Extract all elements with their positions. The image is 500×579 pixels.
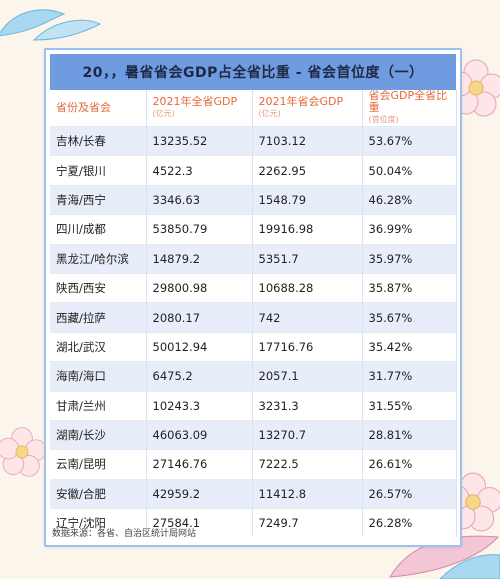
capital-share: 26.57% [362, 478, 457, 509]
capital-gdp: 7103.12 [252, 125, 363, 156]
province-gdp: 13235.52 [146, 125, 253, 156]
table-row: 青海/西宁 3346.63 1548.79 46.28% [50, 184, 457, 215]
capital-gdp: 13270.7 [252, 419, 363, 450]
province-name: 安徽/合肥 [50, 478, 147, 509]
header-province: 省份及省会 [50, 90, 147, 127]
table-row: 云南/昆明 27146.76 7222.5 26.61% [50, 449, 457, 480]
table-row: 陕西/西安 29800.98 10688.28 35.87% [50, 272, 457, 303]
capital-gdp: 19916.98 [252, 214, 363, 245]
capital-share: 35.67% [362, 302, 457, 333]
data-source-note: 数据来源：各省、自治区统计局网站 [52, 529, 197, 539]
capital-share: 26.28% [362, 508, 457, 538]
capital-share: 36.99% [362, 214, 457, 245]
table-row: 黑龙江/哈尔滨 14879.2 5351.7 35.97% [50, 243, 457, 274]
gdp-table-card: 20，，暑省省会GDP占全省比重 - 省会首位度（一） 省份及省会 2021年全… [44, 48, 462, 547]
table-row: 湖北/武汉 50012.94 17716.76 35.42% [50, 331, 457, 362]
province-name: 西藏/拉萨 [50, 302, 147, 333]
header-share: 省会GDP全省比重 (首位度) [362, 90, 457, 127]
flower-decoration-icon [0, 427, 47, 477]
capital-gdp: 7249.7 [252, 508, 363, 538]
province-gdp: 27584.1 [146, 508, 253, 538]
province-name: 甘肃/兰州 [50, 390, 147, 421]
table-title: 20，，暑省省会GDP占全省比重 - 省会首位度（一） [50, 54, 456, 90]
province-name: 湖南/长沙 [50, 419, 147, 450]
table-row: 甘肃/兰州 10243.3 3231.3 31.55% [50, 390, 457, 421]
capital-gdp: 11412.8 [252, 478, 363, 509]
capital-share: 53.67% [362, 125, 457, 156]
province-name: 宁夏/银川 [50, 155, 147, 186]
province-name: 辽宁/沈阳 [50, 508, 147, 538]
capital-gdp: 3231.3 [252, 390, 363, 421]
capital-gdp: 7222.5 [252, 449, 363, 480]
table-row: 安徽/合肥 42959.2 11412.8 26.57% [50, 478, 457, 509]
capital-share: 26.61% [362, 449, 457, 480]
province-name: 陕西/西安 [50, 272, 147, 303]
table-row: 四川/成都 53850.79 19916.98 36.99% [50, 214, 457, 245]
province-name: 黑龙江/哈尔滨 [50, 243, 147, 274]
province-gdp: 27146.76 [146, 449, 253, 480]
province-name: 四川/成都 [50, 214, 147, 245]
table-row: 湖南/长沙 46063.09 13270.7 28.81% [50, 419, 457, 450]
province-name: 云南/昆明 [50, 449, 147, 480]
table-row: 西藏/拉萨 2080.17 742 35.67% [50, 302, 457, 333]
gdp-table: 省份及省会 2021年全省GDP (亿元) 2021年省会GDP (亿元) 省会GD… [50, 90, 457, 538]
capital-share: 50.04% [362, 155, 457, 186]
table-row: 吉林/长春 13235.52 7103.12 53.67% [50, 125, 457, 156]
table-header-row: 省份及省会 2021年全省GDP (亿元) 2021年省会GDP (亿元) 省会GD… [50, 90, 457, 127]
header-province-gdp: 2021年全省GDP (亿元) [146, 90, 253, 127]
leaf-decoration-icon [389, 535, 500, 579]
province-gdp: 29800.98 [146, 272, 253, 303]
capital-share: 35.42% [362, 331, 457, 362]
table-row: 海南/海口 6475.2 2057.1 31.77% [50, 361, 457, 392]
capital-share: 46.28% [362, 184, 457, 215]
province-gdp: 42959.2 [146, 478, 253, 509]
capital-gdp: 742 [252, 302, 363, 333]
province-name: 青海/西宁 [50, 184, 147, 215]
capital-share: 35.87% [362, 272, 457, 303]
capital-gdp: 2057.1 [252, 361, 363, 392]
province-gdp: 4522.3 [146, 155, 253, 186]
capital-gdp: 17716.76 [252, 331, 363, 362]
capital-share: 31.77% [362, 361, 457, 392]
province-gdp: 10243.3 [146, 390, 253, 421]
province-gdp: 2080.17 [146, 302, 253, 333]
capital-share: 28.81% [362, 419, 457, 450]
table-row: 辽宁/沈阳 27584.1 7249.7 26.28% [50, 508, 457, 538]
province-gdp: 53850.79 [146, 214, 253, 245]
capital-share: 35.97% [362, 243, 457, 274]
capital-gdp: 5351.7 [252, 243, 363, 274]
capital-gdp: 1548.79 [252, 184, 363, 215]
capital-gdp: 10688.28 [252, 272, 363, 303]
province-gdp: 3346.63 [146, 184, 253, 215]
province-gdp: 46063.09 [146, 419, 253, 450]
leaf-decoration-icon [0, 9, 102, 41]
table-row: 宁夏/银川 4522.3 2262.95 50.04% [50, 155, 457, 186]
province-gdp: 6475.2 [146, 361, 253, 392]
province-name: 海南/海口 [50, 361, 147, 392]
capital-share: 31.55% [362, 390, 457, 421]
capital-gdp: 2262.95 [252, 155, 363, 186]
province-gdp: 50012.94 [146, 331, 253, 362]
province-name: 吉林/长春 [50, 125, 147, 156]
header-capital-gdp: 2021年省会GDP (亿元) [252, 90, 363, 127]
province-gdp: 14879.2 [146, 243, 253, 274]
province-name: 湖北/武汉 [50, 331, 147, 362]
